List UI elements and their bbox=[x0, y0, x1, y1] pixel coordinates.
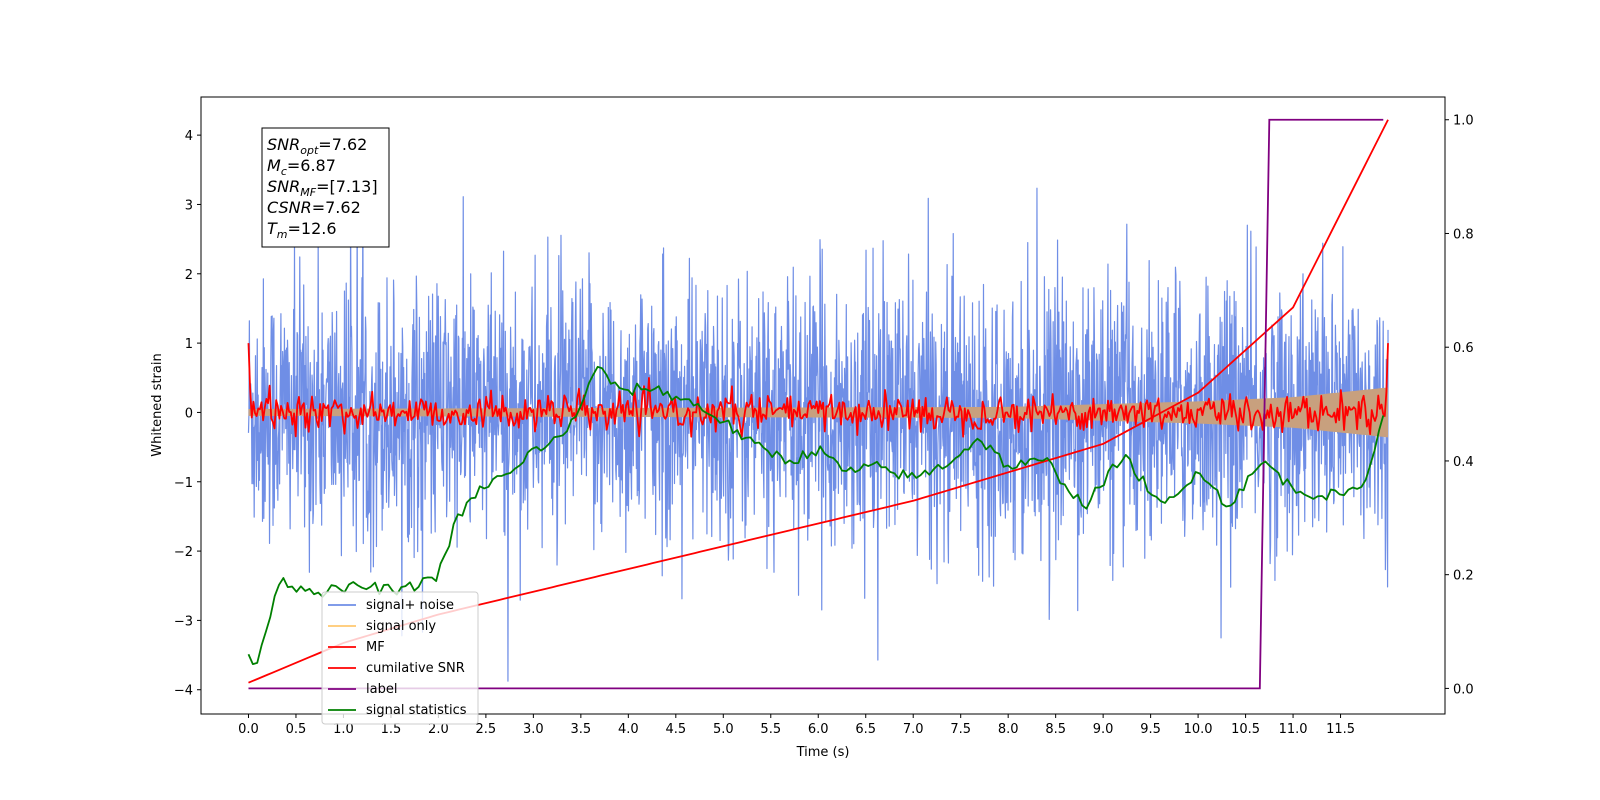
signal-noise-series bbox=[247, 161, 1389, 682]
x-tick-label: 8.0 bbox=[998, 722, 1019, 737]
legend-entry-signal-noise: signal+ noise bbox=[328, 598, 454, 613]
info-box: SNRopt=7.62 Mc=6.87 SNRMF=[7.13] CSNR=7.… bbox=[261, 127, 390, 248]
info-snr-opt: SNRopt=7.62 bbox=[267, 135, 367, 157]
label-line bbox=[248, 118, 1384, 690]
y2-tick-label: 0.6 bbox=[1453, 341, 1474, 356]
y-tick-label: −2 bbox=[174, 545, 193, 560]
mf-line bbox=[247, 343, 1389, 438]
x-tick-label: 3.0 bbox=[523, 722, 544, 737]
svg-text:signal+ noise: signal+ noise bbox=[366, 598, 454, 613]
y-axis-ticks: 4 3 2 1 0 −1 −2 −3 −4 bbox=[174, 129, 201, 699]
svg-text:label: label bbox=[366, 682, 397, 697]
signal-statistics-series bbox=[247, 365, 1385, 666]
legend-entry-cumulative-snr: cumilative SNR bbox=[328, 661, 465, 676]
info-snr-mf: SNRMF=[7.13] bbox=[267, 177, 378, 199]
x-tick-label: 9.0 bbox=[1093, 722, 1114, 737]
x-tick-label: 6.5 bbox=[855, 722, 876, 737]
y2-tick-label: 1.0 bbox=[1453, 114, 1474, 129]
svg-text:signal statistics: signal statistics bbox=[366, 703, 467, 718]
y-tick-label: 0 bbox=[185, 406, 193, 421]
x-tick-label: 9.5 bbox=[1140, 722, 1161, 737]
y-axis-label: Whitened strain bbox=[150, 353, 165, 456]
x-tick-label: 10.0 bbox=[1184, 722, 1213, 737]
x-tick-label: 6.0 bbox=[808, 722, 829, 737]
x-tick-label: 7.0 bbox=[903, 722, 924, 737]
y2-tick-label: 0.0 bbox=[1453, 682, 1474, 697]
info-mc: Mc=6.87 bbox=[267, 156, 336, 178]
legend-entry-label: label bbox=[328, 682, 397, 697]
legend-entry-signal-only: signal only bbox=[328, 619, 436, 634]
x-tick-label: 1.5 bbox=[381, 722, 402, 737]
x-tick-label: 0.5 bbox=[286, 722, 307, 737]
x-axis-ticks: 0.0 0.5 1.0 1.5 2.0 2.5 3.0 3.5 4.0 4.5 5.0 5.5 6.0 6… bbox=[238, 714, 1355, 737]
legend-entry-signal-statistics: signal statistics bbox=[328, 703, 467, 718]
x-axis-label: Time (s) bbox=[796, 745, 850, 760]
x-tick-label: 2.5 bbox=[476, 722, 497, 737]
x-tick-label: 7.5 bbox=[950, 722, 971, 737]
signal-noise-line bbox=[247, 161, 1389, 682]
x-tick-label: 3.5 bbox=[571, 722, 592, 737]
y-tick-label: −3 bbox=[174, 614, 193, 629]
x-tick-label: 5.5 bbox=[760, 722, 781, 737]
x-tick-label: 10.5 bbox=[1231, 722, 1260, 737]
x-tick-label: 1.0 bbox=[333, 722, 354, 737]
svg-text:MF: MF bbox=[366, 640, 385, 655]
plot-frame bbox=[200, 96, 1446, 715]
x-tick-label: 8.5 bbox=[1045, 722, 1066, 737]
y2-axis-ticks: 1.0 0.8 0.6 0.4 0.2 0.0 bbox=[1445, 114, 1474, 697]
y2-tick-label: 0.4 bbox=[1453, 455, 1474, 470]
legend: signal+ noise signal only MF cumilative … bbox=[321, 591, 479, 725]
mf-series bbox=[247, 343, 1389, 438]
x-tick-label: 5.0 bbox=[713, 722, 734, 737]
svg-text:cumilative SNR: cumilative SNR bbox=[366, 661, 465, 676]
x-tick-label: 0.0 bbox=[238, 722, 259, 737]
x-tick-label: 11.5 bbox=[1326, 722, 1355, 737]
y-tick-label: 2 bbox=[185, 268, 193, 283]
legend-entry-mf: MF bbox=[328, 640, 385, 655]
label-series bbox=[248, 118, 1384, 690]
y-tick-label: −4 bbox=[174, 684, 193, 699]
svg-text:signal only: signal only bbox=[366, 619, 436, 634]
info-tm: Tm=12.6 bbox=[267, 219, 337, 241]
x-tick-label: 2.0 bbox=[428, 722, 449, 737]
y2-tick-label: 0.8 bbox=[1453, 227, 1474, 242]
y-tick-label: 3 bbox=[185, 198, 193, 213]
info-csnr: CSNR=7.62 bbox=[267, 198, 361, 217]
x-tick-label: 4.5 bbox=[665, 722, 686, 737]
y-tick-label: 4 bbox=[185, 129, 193, 144]
y-tick-label: −1 bbox=[174, 476, 193, 491]
y2-tick-label: 0.2 bbox=[1453, 569, 1474, 584]
x-tick-label: 11.0 bbox=[1279, 722, 1308, 737]
signal-statistics-line bbox=[247, 365, 1385, 666]
x-tick-label: 4.0 bbox=[618, 722, 639, 737]
y-tick-label: 1 bbox=[185, 337, 193, 352]
